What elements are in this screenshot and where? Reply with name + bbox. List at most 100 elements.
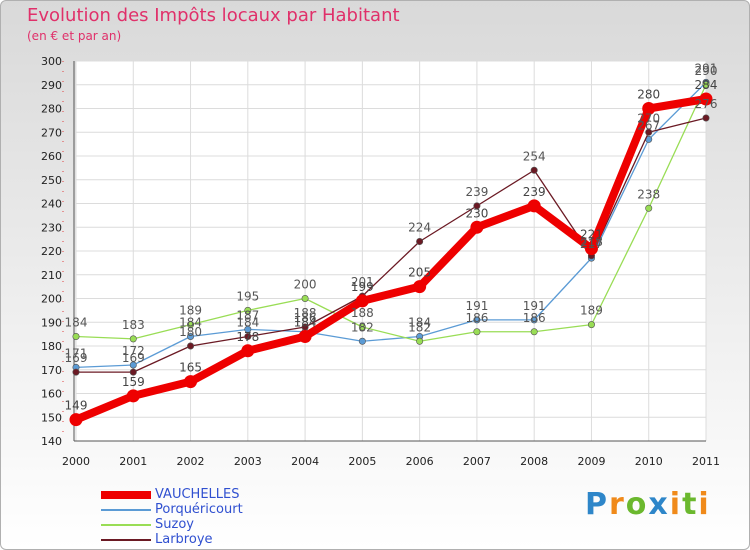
x-tick-label: 2010 xyxy=(635,455,663,468)
data-label: 184 xyxy=(294,316,317,330)
y-tick-label: 170 xyxy=(41,364,62,377)
data-label: 159 xyxy=(122,375,145,389)
y-tick-label: 160 xyxy=(41,388,62,401)
logo-letter: i xyxy=(669,487,683,522)
data-label: 186 xyxy=(294,311,317,325)
legend-label-suzoy: Suzoy xyxy=(155,517,194,532)
data-point xyxy=(413,280,427,294)
data-label: 284 xyxy=(695,78,718,92)
data-point xyxy=(244,332,252,340)
data-point xyxy=(69,413,83,427)
data-label: 201 xyxy=(351,275,374,289)
x-tick-label: 2003 xyxy=(234,455,262,468)
data-label: 230 xyxy=(465,206,488,220)
data-label: 200 xyxy=(294,278,317,292)
data-point xyxy=(244,306,252,314)
data-point xyxy=(72,332,80,340)
data-point xyxy=(126,389,140,403)
data-point xyxy=(187,321,195,329)
x-tick-label: 2005 xyxy=(348,455,376,468)
legend-label-vauchelles: VAUCHELLES xyxy=(155,487,240,502)
data-point xyxy=(184,375,198,389)
data-label: 280 xyxy=(637,88,660,102)
series-line xyxy=(72,95,710,424)
data-label: 183 xyxy=(122,318,145,332)
data-label: 188 xyxy=(294,306,317,320)
data-point xyxy=(72,368,80,376)
data-point xyxy=(702,81,710,89)
data-point xyxy=(358,337,366,345)
data-label: 189 xyxy=(580,304,603,318)
logo-letter: i xyxy=(698,487,711,522)
data-label: 267 xyxy=(637,118,660,132)
y-tick-label: 150 xyxy=(41,411,62,424)
data-point xyxy=(187,342,195,350)
data-label: 184 xyxy=(65,316,88,330)
data-point xyxy=(473,316,481,324)
data-label: 199 xyxy=(351,280,374,294)
x-tick-label: 2001 xyxy=(119,455,147,468)
data-label: 205 xyxy=(408,266,431,280)
x-tick-label: 2000 xyxy=(62,455,90,468)
logo-letter: o xyxy=(625,487,649,522)
logo-letter: r xyxy=(609,487,626,522)
x-tick-label: 2006 xyxy=(406,455,434,468)
legend-label-larbroye: Larbroye xyxy=(155,532,213,547)
y-tick-label: 200 xyxy=(41,293,62,306)
legend-swatch-vauchelles xyxy=(101,491,151,499)
data-label: 221 xyxy=(580,228,603,242)
data-point xyxy=(530,328,538,336)
data-point xyxy=(473,328,481,336)
chart-subtitle: (en € et par an) xyxy=(27,29,122,43)
data-point xyxy=(129,361,137,369)
y-tick-label: 250 xyxy=(41,174,62,187)
data-point xyxy=(645,128,653,136)
data-point xyxy=(301,294,309,302)
y-tick-label: 280 xyxy=(41,103,62,116)
axis-layer: 140 150 160 170 180 190 200 210 220 230 240 250 260 2… xyxy=(41,55,720,468)
data-label: 195 xyxy=(236,289,259,303)
data-label: 184 xyxy=(236,316,259,330)
data-label: 224 xyxy=(408,221,431,235)
data-point xyxy=(470,220,484,234)
data-label: 187 xyxy=(236,308,259,322)
data-point xyxy=(587,321,595,329)
chart-title: Evolution des Impôts locaux par Habitant xyxy=(27,5,400,26)
data-label: 184 xyxy=(408,316,431,330)
y-tick-label: 210 xyxy=(41,269,62,282)
data-label: 172 xyxy=(122,344,145,358)
data-label: 218 xyxy=(580,235,603,249)
data-point xyxy=(699,92,713,106)
data-point xyxy=(702,114,710,122)
series-line xyxy=(75,84,707,342)
data-point xyxy=(358,323,366,331)
y-tick-label: 190 xyxy=(41,316,62,329)
data-point xyxy=(241,344,255,358)
data-label: 186 xyxy=(465,311,488,325)
data-label: 188 xyxy=(351,306,374,320)
data-point xyxy=(530,166,538,174)
data-point xyxy=(527,199,541,213)
y-tick-label: 300 xyxy=(41,55,62,68)
series-layer xyxy=(69,78,713,427)
y-tick-label: 230 xyxy=(41,221,62,234)
data-point xyxy=(416,337,424,345)
y-tick-label: 220 xyxy=(41,245,62,258)
data-label: 270 xyxy=(637,111,660,125)
data-point xyxy=(129,368,137,376)
data-label: 184 xyxy=(179,316,202,330)
series-line xyxy=(75,81,707,369)
data-label: 182 xyxy=(351,320,374,334)
x-tick-label: 2004 xyxy=(291,455,319,468)
x-tick-label: 2009 xyxy=(577,455,605,468)
y-tick-label: 180 xyxy=(41,340,62,353)
data-label: 169 xyxy=(65,351,88,365)
data-label: 191 xyxy=(523,299,546,313)
logo-letter: x xyxy=(648,487,670,522)
data-point xyxy=(584,242,598,256)
data-label: 254 xyxy=(523,149,546,163)
y-tick-label: 270 xyxy=(41,126,62,139)
data-label: 290 xyxy=(695,64,718,78)
